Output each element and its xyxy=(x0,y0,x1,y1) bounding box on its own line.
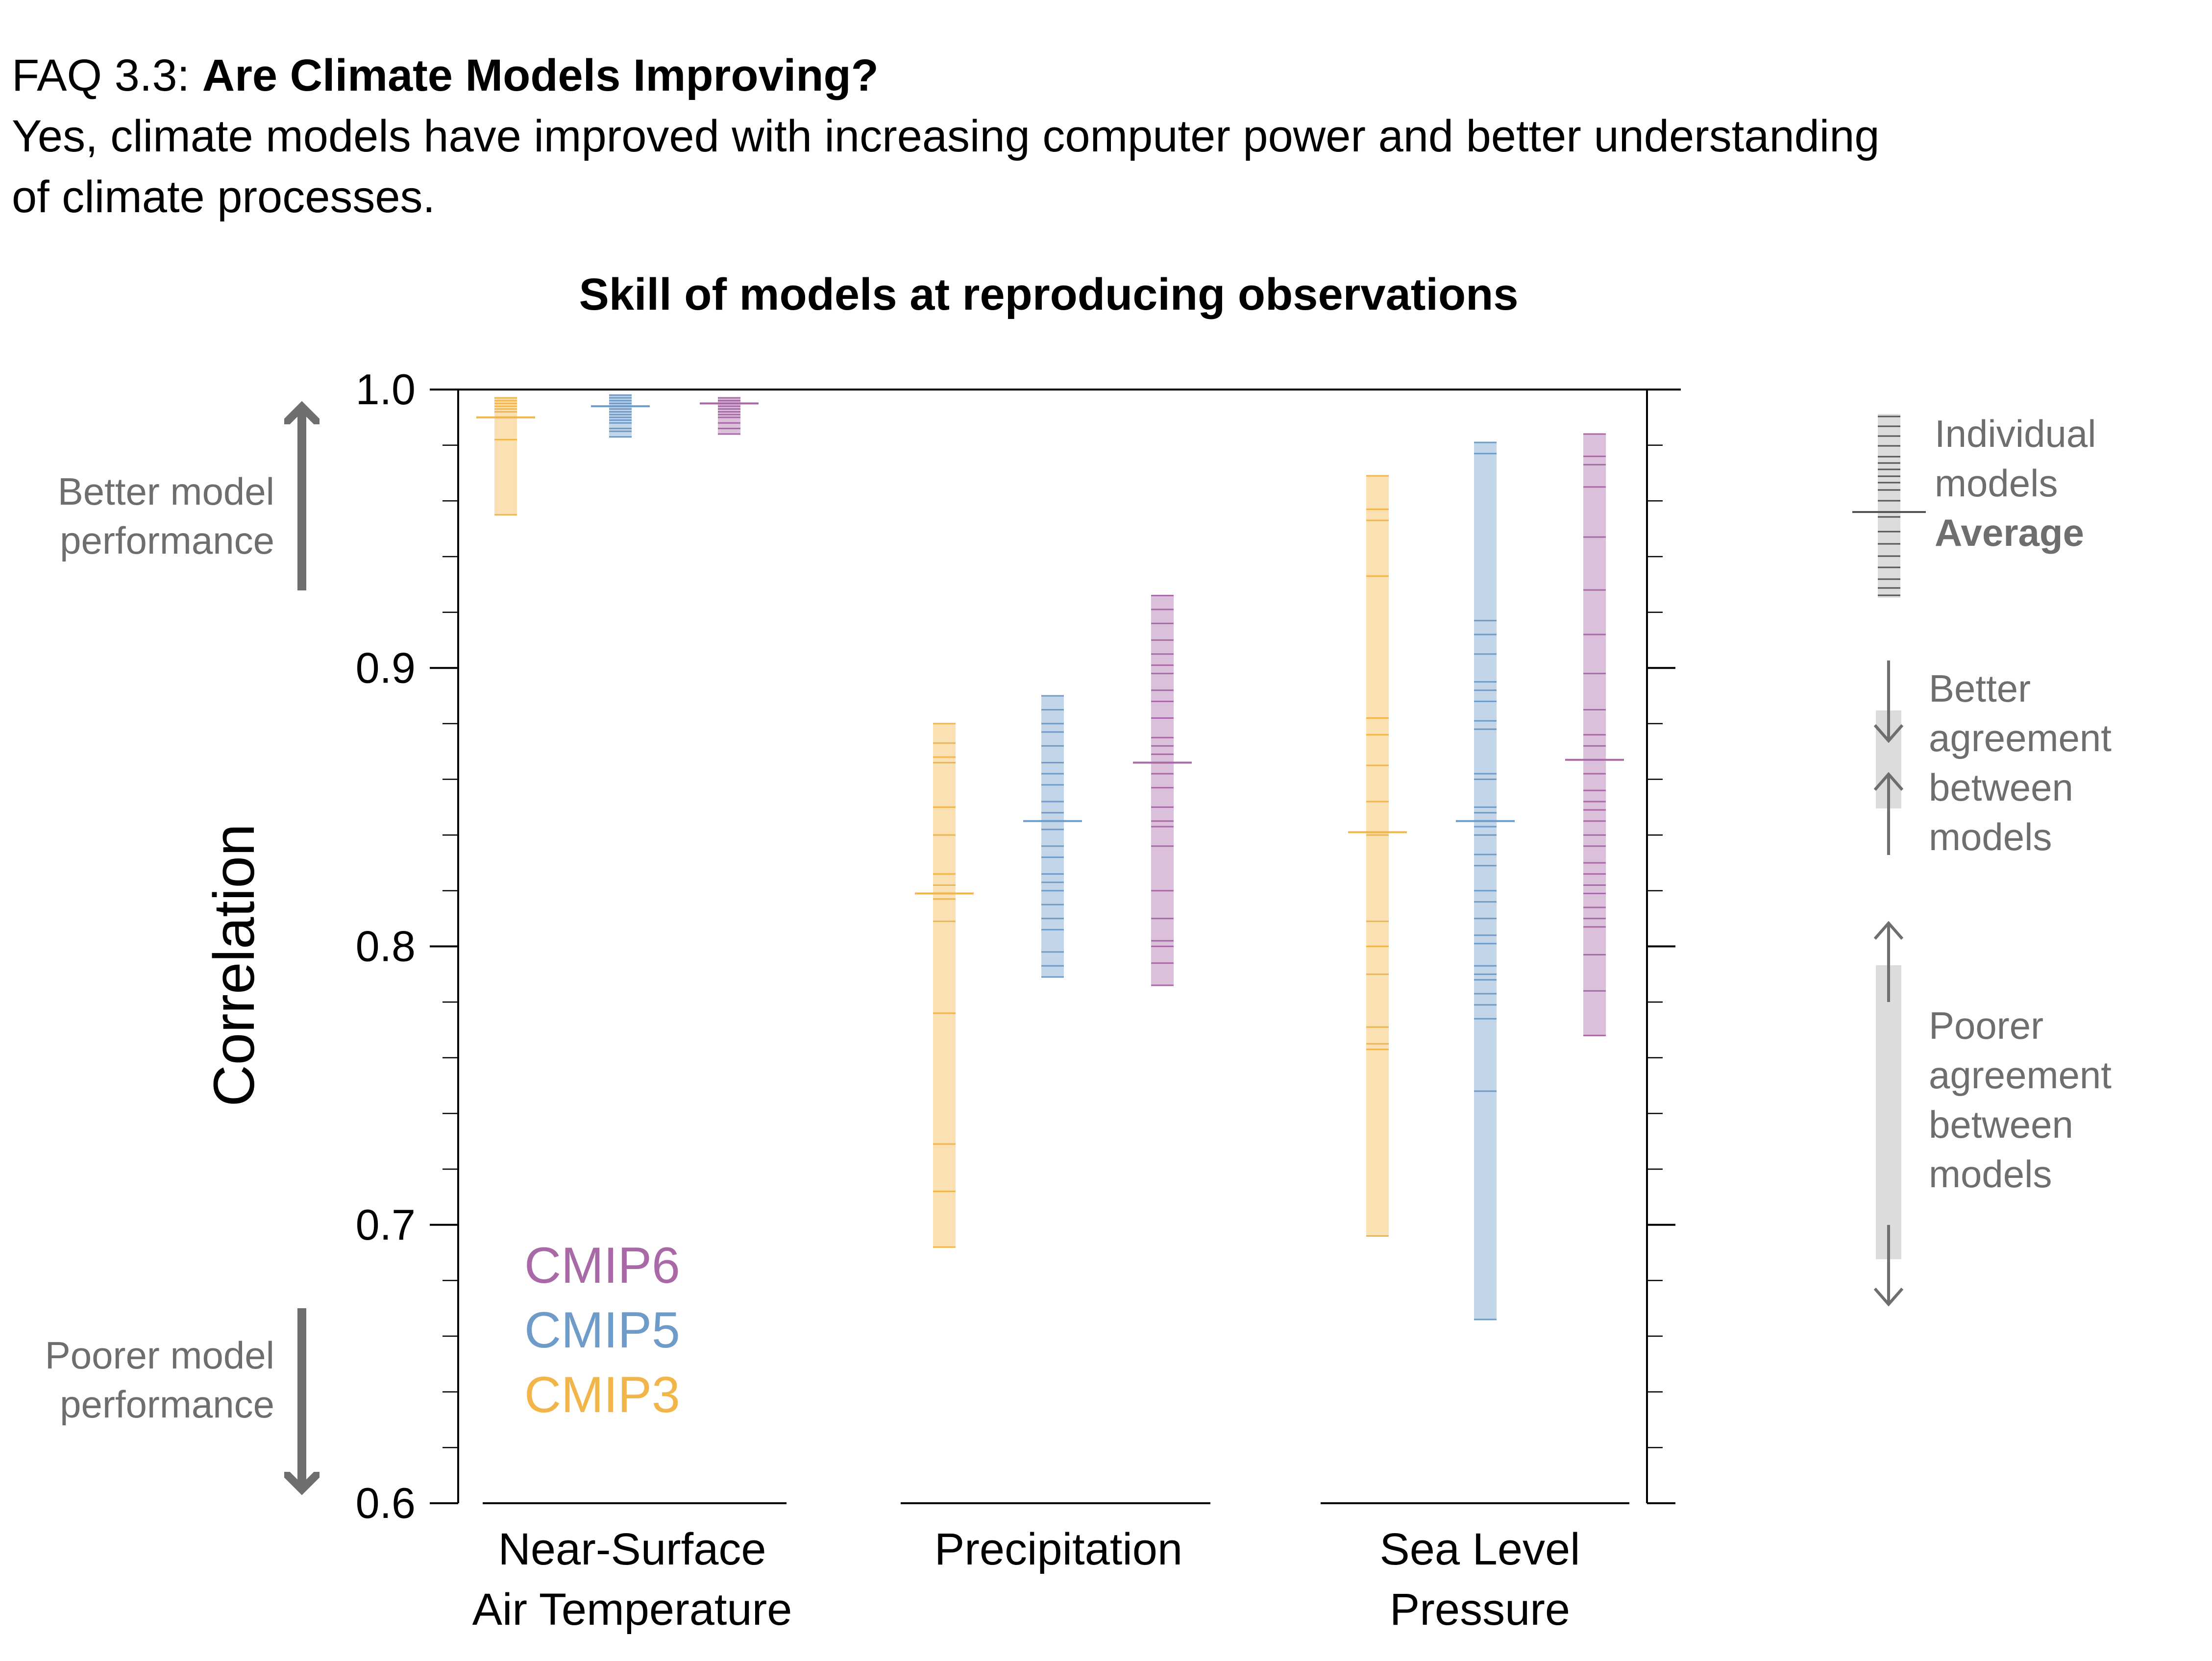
key-poorer-agreement-icon xyxy=(1873,921,1904,1307)
key-individual-models-icon xyxy=(1852,414,1926,598)
key-better-agreement-line2: agreement xyxy=(1929,716,2112,759)
category-label-line2: Air Temperature xyxy=(472,1585,792,1635)
model-bar-group xyxy=(1565,433,1624,1036)
y-tick-label: 0.7 xyxy=(356,1200,416,1249)
key-poorer-agreement-line2: agreement xyxy=(1929,1053,2112,1097)
model-bar-group xyxy=(1456,441,1515,1320)
category-label-line1: Precipitation xyxy=(934,1524,1182,1574)
category-label-line1: Sea Level xyxy=(1379,1524,1580,1574)
key-average-label: Average xyxy=(1935,511,2084,554)
faq-header: FAQ 3.3: Are Climate Models Improving? Y… xyxy=(12,45,1880,227)
model-bar-group xyxy=(476,397,535,516)
model-bar-group xyxy=(1133,595,1192,986)
poorer-performance-line2: performance xyxy=(60,1383,274,1426)
key-poorer-agreement-line4: models xyxy=(1929,1152,2052,1196)
y-axis-label: Correlation xyxy=(202,824,267,1106)
answer-line-2: of climate processes. xyxy=(12,172,436,222)
y-tick-label: 1.0 xyxy=(356,365,416,414)
model-bars xyxy=(476,394,1624,1320)
key-poorer-agreement-line3: between xyxy=(1929,1103,2073,1146)
range-bar xyxy=(1151,595,1174,986)
answer-line-1: Yes, climate models have improved with i… xyxy=(12,111,1880,161)
legend-cmip5: CMIP5 xyxy=(524,1302,680,1359)
model-bar-group xyxy=(700,397,759,435)
chart-title: Skill of models at reproducing observati… xyxy=(579,269,1518,319)
model-bar-group xyxy=(591,394,650,438)
better-performance-line1: Better model xyxy=(58,470,274,513)
key-better-agreement-icon xyxy=(1873,660,1904,855)
faq-question: Are Climate Models Improving? xyxy=(202,50,879,100)
range-bar xyxy=(609,395,632,437)
x-category-labels: Near-Surface Air Temperature Precipitation… xyxy=(472,1524,1580,1635)
legend: CMIP6 CMIP5 CMIP3 xyxy=(524,1237,680,1423)
key-better-agreement-line1: Better xyxy=(1929,667,2031,710)
key-poorer-agreement-line1: Poorer xyxy=(1929,1004,2043,1047)
range-bar xyxy=(1041,696,1064,977)
range-bar xyxy=(933,723,956,1247)
key-better-agreement-line3: between xyxy=(1929,766,2073,809)
range-bar xyxy=(1366,476,1389,1236)
y-tick-labels: 0.6 0.7 0.8 0.9 1.0 xyxy=(356,365,416,1527)
y-tick-label: 0.9 xyxy=(356,643,416,692)
range-bar xyxy=(494,398,517,515)
legend-cmip3: CMIP3 xyxy=(524,1367,680,1423)
axis-ticks xyxy=(430,389,1675,1504)
faq-title-line: FAQ 3.3: Are Climate Models Improving? xyxy=(12,45,1880,106)
key-panel: Individual models Average Better agreeme… xyxy=(1852,412,2112,1307)
model-bar-group xyxy=(1023,695,1082,978)
y-tick-label: 0.6 xyxy=(356,1479,416,1527)
category-label-line1: Near-Surface xyxy=(498,1524,766,1574)
better-performance-line2: performance xyxy=(60,519,274,562)
performance-annotations: Better model performance Poorer model pe… xyxy=(45,407,302,1490)
key-individual-line2: models xyxy=(1935,462,2058,505)
range-bar xyxy=(1474,442,1497,1319)
model-bar-group xyxy=(915,723,974,1248)
legend-cmip6: CMIP6 xyxy=(524,1237,680,1294)
poorer-performance-line1: Poorer model xyxy=(45,1334,274,1377)
key-individual-line1: Individual xyxy=(1935,412,2096,455)
category-label-line2: Pressure xyxy=(1390,1585,1570,1635)
model-bar-group xyxy=(1348,475,1407,1237)
faq-label: FAQ 3.3: xyxy=(12,50,190,100)
key-better-agreement-line4: models xyxy=(1929,815,2052,858)
y-tick-label: 0.8 xyxy=(356,922,416,971)
